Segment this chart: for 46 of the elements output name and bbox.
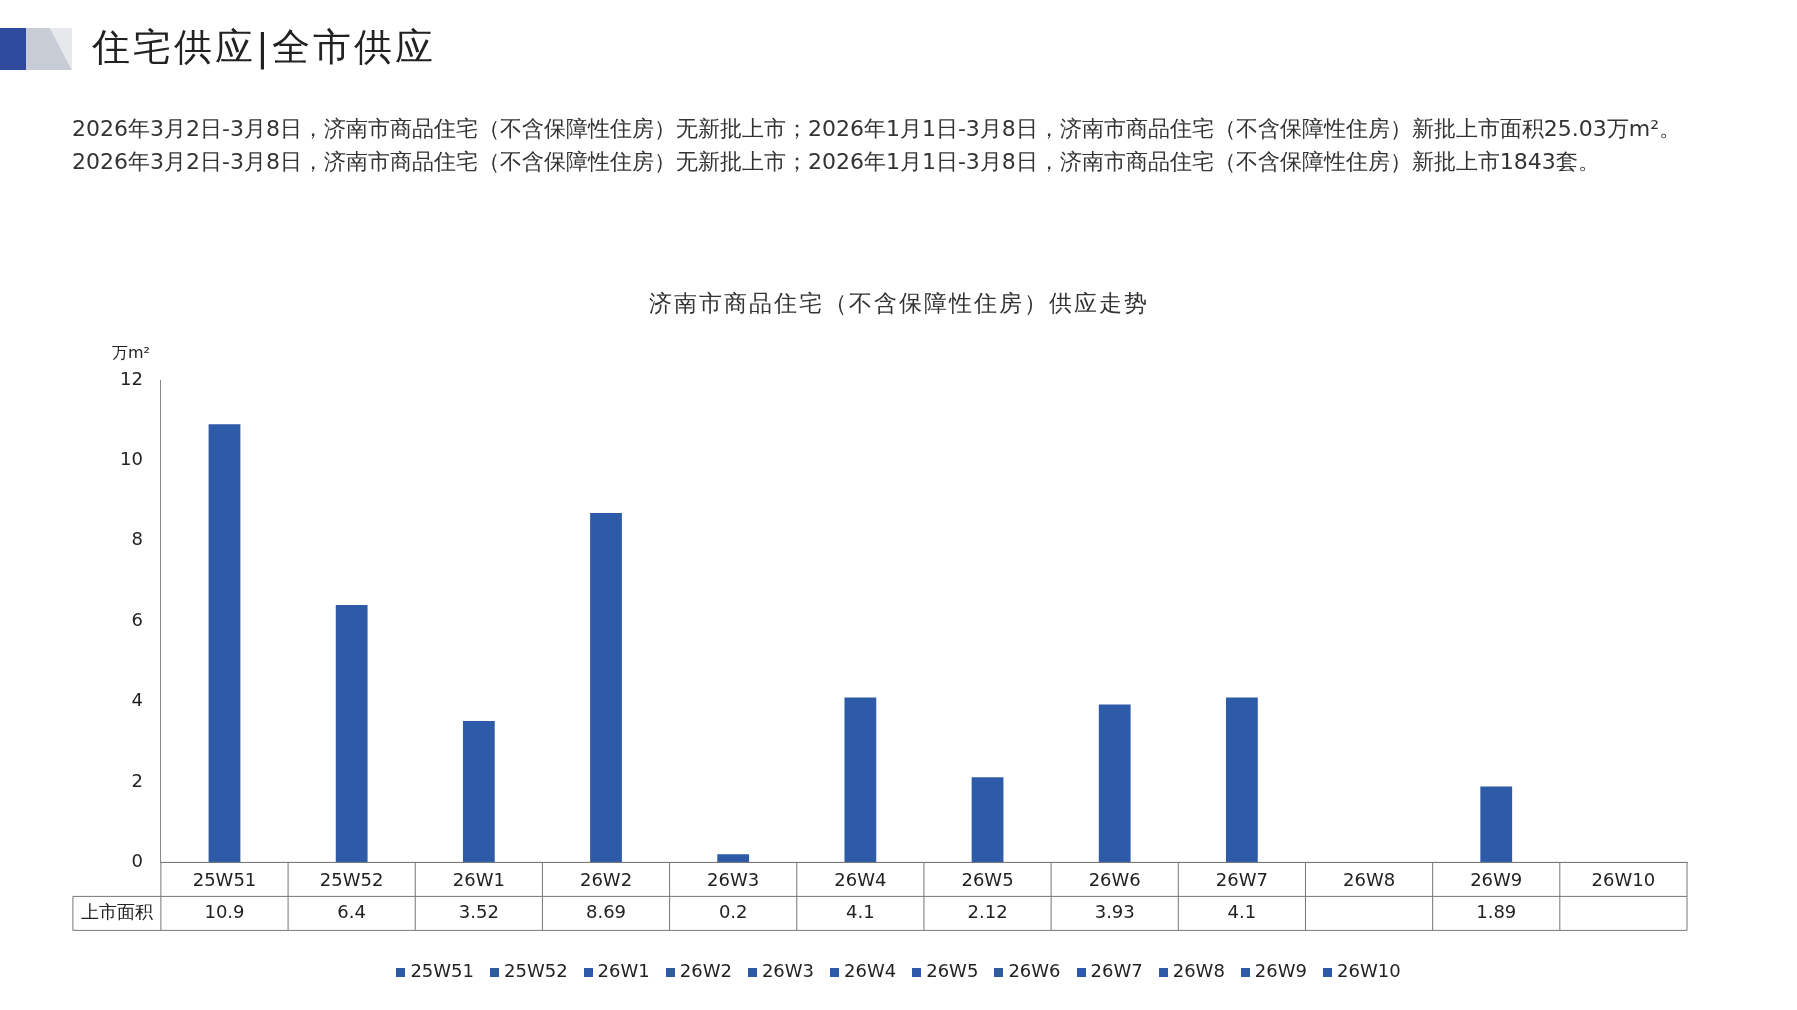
- x-tick-label: 26W7: [1215, 868, 1268, 890]
- text: 上市面积: [80, 901, 153, 923]
- y-tick-label: 12: [120, 367, 143, 389]
- category-label: 26W9: [1254, 960, 1307, 981]
- data-label: 2.12: [967, 901, 1008, 923]
- x-tick-label: 26W2: [579, 868, 633, 890]
- y-tick-label: 2: [131, 769, 143, 791]
- text: 住宅供应|全市供应: [92, 24, 436, 72]
- chart-title: 济南市商品住宅（不含保障性住房）供应走势: [647, 289, 1150, 318]
- data-label: 10.9: [204, 901, 245, 923]
- x-tick-label: 26W10: [1591, 868, 1656, 890]
- category-label: 26W6: [1008, 960, 1061, 981]
- x-tick-label: 26W8: [1342, 868, 1396, 890]
- x-tick-label: 25W52: [319, 868, 384, 890]
- category-label: 25W51: [410, 960, 474, 981]
- data-label: 4.1: [846, 901, 875, 923]
- y-tick-label: 10: [120, 448, 143, 470]
- x-tick-label: 26W3: [707, 868, 760, 890]
- data-label: 8.69: [585, 901, 627, 923]
- x-tick-label: 26W4: [834, 868, 887, 890]
- y-tick-label: 4: [131, 689, 143, 711]
- x-tick-label: 26W1: [452, 868, 505, 890]
- category-label: 26W1: [597, 960, 650, 981]
- category-label: 26W5: [926, 960, 979, 981]
- x-tick-label: 26W5: [961, 868, 1014, 890]
- data-label: 0.2: [718, 901, 748, 923]
- category-label: 26W8: [1172, 960, 1225, 981]
- y-tick-label: 6: [131, 608, 143, 630]
- category-label: 25W52: [503, 960, 568, 981]
- x-tick-label: 26W9: [1470, 868, 1523, 890]
- y-tick-label: 8: [131, 528, 143, 550]
- data-label: 6.4: [337, 901, 366, 923]
- text: 2026年3月2日-3月8日，济南市商品住宅（不含保障性住房）无新批上市；2026年1月1日-3月8日，济南市商品住宅（不含保障性住房）新批上市面积25.03万m²。2026年3月2日-3月8日，济南市商品住宅（不含保障性住房）无新批上市；2026年1月1日-3月8日，济南市商品住宅（不含保障性住房）新批上市1843套。: [72, 115, 1683, 176]
- category-label: 26W4: [844, 960, 897, 981]
- category-label: 26W7: [1090, 960, 1143, 981]
- data-label: 1.89: [1476, 901, 1517, 923]
- y-tick-label: 0: [131, 850, 143, 872]
- x-tick-label: 26W6: [1088, 868, 1141, 890]
- data-label: 3.93: [1094, 901, 1135, 923]
- y-axis-title: 万m²: [111, 343, 150, 363]
- category-label: 26W10: [1337, 960, 1401, 981]
- data-label: 3.52: [458, 901, 499, 923]
- data-label: 4.1: [1227, 901, 1257, 923]
- x-tick-label: 25W51: [192, 868, 257, 890]
- category-label: 26W2: [679, 960, 732, 981]
- category-label: 26W3: [761, 960, 815, 981]
